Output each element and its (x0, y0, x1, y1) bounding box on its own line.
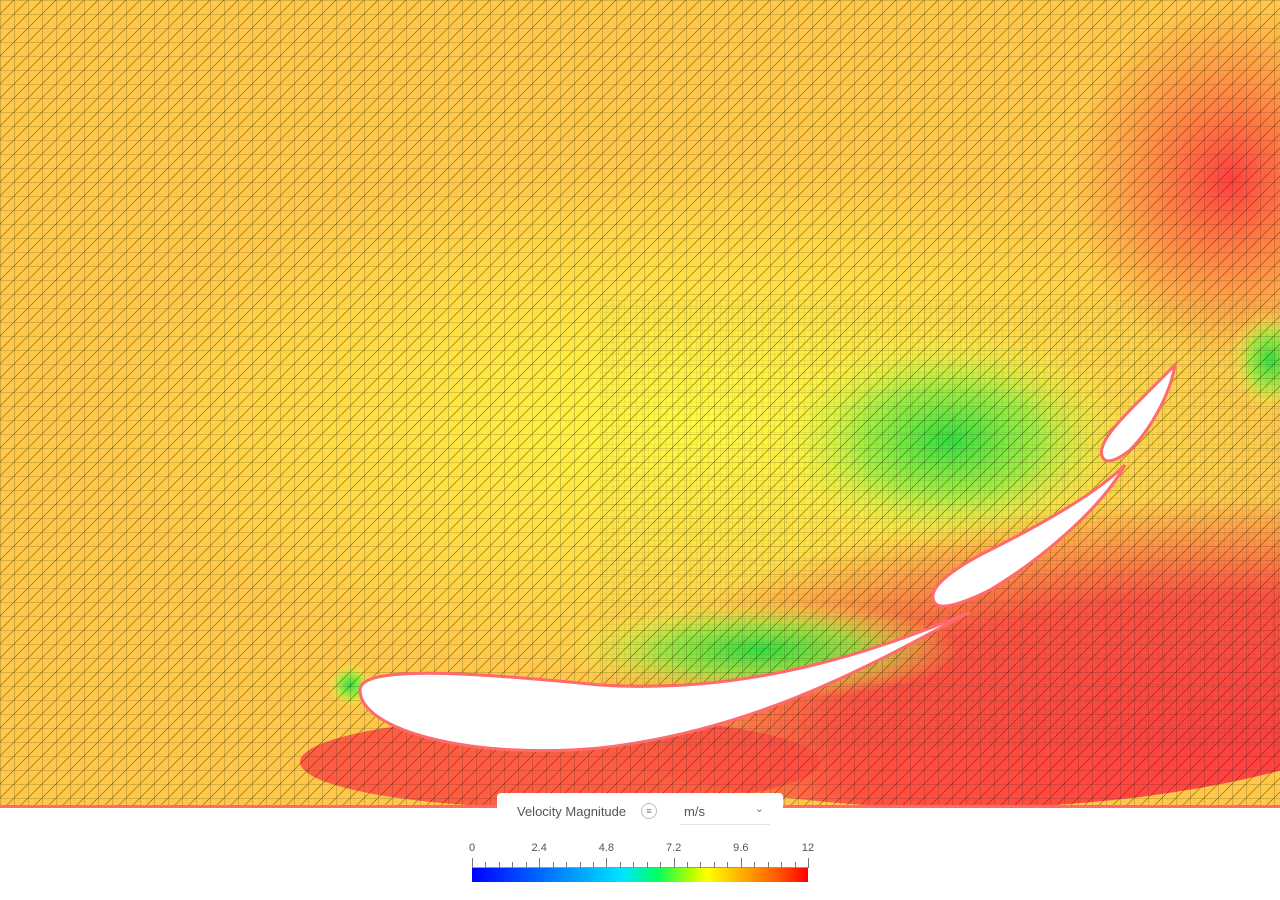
major-tick (673, 858, 675, 868)
minor-tick (633, 862, 635, 868)
minor-tick (619, 862, 621, 868)
minor-tick (700, 862, 702, 868)
legend-title: Velocity Magnitude (517, 804, 627, 819)
velocity-contour-plot[interactable] (0, 0, 1280, 808)
major-tick (740, 858, 742, 868)
minor-tick (579, 862, 581, 868)
minor-tick (512, 862, 514, 868)
minor-tick (781, 862, 783, 868)
minor-tick (566, 862, 568, 868)
minor-tick (592, 862, 594, 868)
list-icon[interactable]: ≡ (641, 803, 657, 819)
chevron-down-icon: ⌄ (754, 803, 764, 815)
minor-tick (552, 862, 554, 868)
tick-label: 7.2 (665, 842, 682, 854)
minor-tick (646, 862, 648, 868)
minor-tick (485, 862, 487, 868)
flap-2[interactable] (1100, 360, 1178, 463)
minor-tick (767, 862, 769, 868)
tick-label: 4.8 (598, 842, 615, 854)
main-airfoil[interactable] (358, 610, 971, 753)
minor-tick (713, 862, 715, 868)
colorbar (472, 868, 808, 882)
minor-tick (754, 862, 756, 868)
scale-axis (472, 867, 808, 868)
tick-label: 2.4 (531, 842, 547, 854)
major-tick (606, 858, 608, 868)
tick-label: 9.6 (733, 842, 749, 854)
flap-1[interactable] (931, 463, 1127, 608)
color-scale: 0 2.4 4.8 7.2 9.6 12 (462, 838, 822, 888)
minor-tick (687, 862, 689, 868)
major-tick (539, 858, 541, 868)
unit-dropdown[interactable]: m/s ⌄ (680, 797, 770, 825)
simulation-viewport[interactable] (0, 0, 1280, 808)
major-tick (808, 858, 809, 868)
tick-label: 0 (468, 842, 476, 854)
legend-panel: Velocity Magnitude ≡ m/s ⌄ (497, 793, 783, 827)
minor-tick (794, 862, 796, 868)
minor-tick (727, 862, 729, 868)
minor-tick (498, 862, 500, 868)
unit-label: m/s (684, 804, 705, 819)
minor-tick (660, 862, 662, 868)
minor-tick (525, 862, 527, 868)
major-tick (472, 858, 473, 868)
tick-label: 12 (801, 842, 815, 854)
